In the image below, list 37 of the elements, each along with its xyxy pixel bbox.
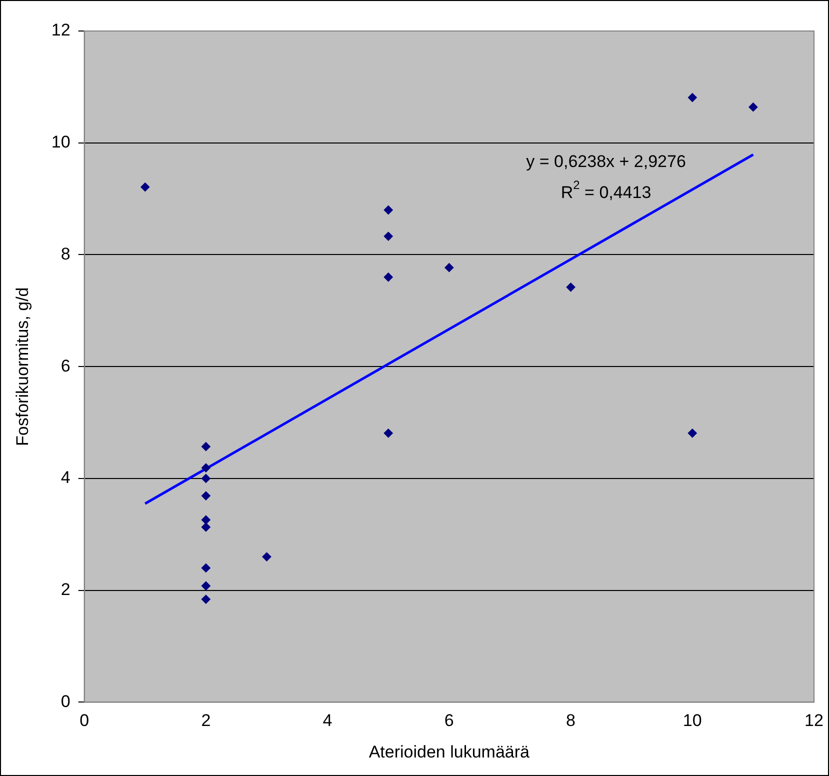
- point: [201, 563, 210, 572]
- point: [688, 428, 697, 438]
- x-tick-label: 6: [444, 711, 454, 730]
- x-tick-label: 4: [322, 711, 332, 730]
- x-tick-label: 8: [566, 711, 576, 730]
- point: [748, 102, 758, 112]
- y-tick-label: 0: [60, 692, 70, 711]
- point: [384, 272, 393, 282]
- x-tick-label: 12: [804, 711, 824, 730]
- point: [384, 428, 393, 438]
- y-tick-label: 2: [60, 580, 70, 600]
- y-tick-label: 10: [51, 132, 70, 152]
- point: [444, 263, 454, 272]
- point: [384, 232, 393, 241]
- point: [201, 474, 210, 483]
- annotation: y = 0,6238x + 2,9276: [526, 152, 686, 171]
- point: [201, 594, 210, 604]
- y-axis-title: Fosforikuormitus, g/d: [12, 287, 32, 446]
- y-tick-label: 12: [51, 20, 70, 40]
- point: [201, 491, 210, 500]
- point: [201, 515, 210, 524]
- x-tick-label: 10: [682, 711, 702, 730]
- x-axis-title: Aterioiden lukumäärä: [368, 742, 530, 762]
- point: [201, 442, 210, 452]
- x-tick-label: 0: [80, 711, 90, 730]
- x-tick-label: 2: [201, 711, 211, 730]
- point: [566, 282, 576, 292]
- y-tick-label: 6: [60, 356, 70, 376]
- point: [201, 463, 210, 472]
- point: [262, 552, 272, 562]
- point: [201, 581, 210, 590]
- y-tick-label: 4: [60, 468, 70, 488]
- y-tick-label: 8: [60, 244, 70, 264]
- point: [201, 522, 210, 532]
- point: [384, 205, 393, 214]
- point: [140, 182, 150, 192]
- point: [688, 93, 697, 102]
